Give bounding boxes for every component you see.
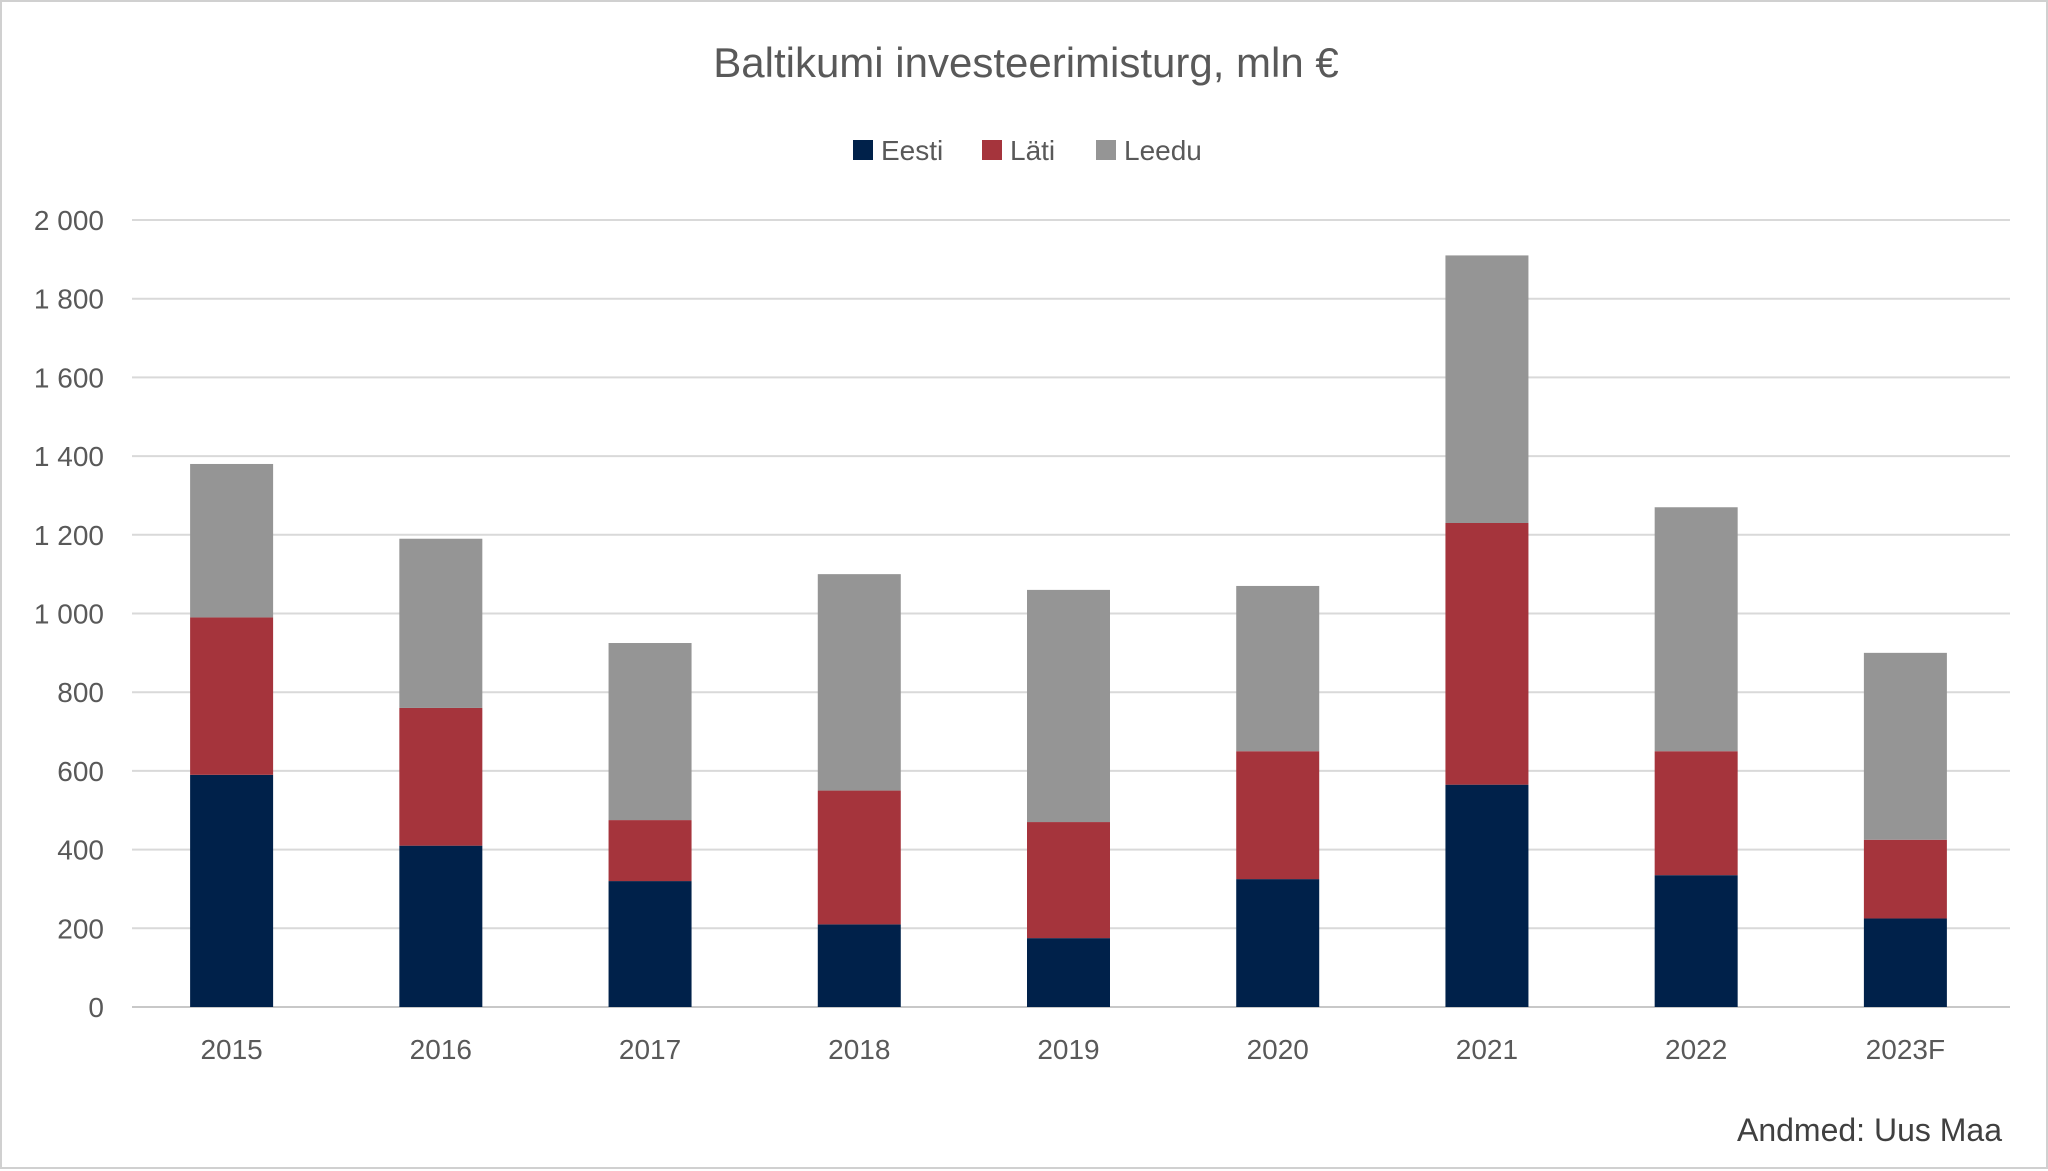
bar-eesti-2017: [608, 881, 692, 1007]
bar-leedu-2017: [608, 643, 692, 821]
bar-leedu-2019: [1027, 589, 1110, 823]
legend-label: Läti: [1010, 135, 1055, 166]
bar-l-ti-2017: [608, 820, 692, 882]
bar-l-ti-2022: [1654, 751, 1738, 876]
legend-swatch: [853, 140, 873, 160]
legend-swatch: [982, 140, 1002, 160]
source-note: Andmed: Uus Maa: [1737, 1112, 2002, 1148]
x-tick-label: 2023F: [1866, 1034, 1945, 1065]
legend: Eesti Läti Leedu: [853, 135, 1202, 166]
y-tick-label: 1 200: [34, 520, 104, 551]
bar-l-ti-2015: [190, 617, 274, 775]
bar-l-ti-2016: [399, 707, 483, 846]
x-tick-label: 2016: [410, 1034, 472, 1065]
bar-eesti-2015: [190, 774, 274, 1007]
bar-l-ti-2021: [1445, 522, 1529, 785]
y-tick-label: 400: [57, 835, 104, 866]
y-axis: 0 200 400 600 800 1 000 1 200 1 400 1 600 1 800 2 …: [34, 205, 104, 1023]
bar-eesti-2022: [1654, 875, 1738, 1007]
x-tick-label: 2018: [828, 1034, 890, 1065]
x-tick-label: 2021: [1456, 1034, 1518, 1065]
y-tick-label: 1 600: [34, 362, 104, 393]
y-tick-label: 2 000: [34, 205, 104, 236]
x-tick-label: 2020: [1247, 1034, 1309, 1065]
bar-l-ti-2019: [1027, 822, 1110, 939]
y-tick-label: 200: [57, 913, 104, 944]
x-tick-label: 2017: [619, 1034, 681, 1065]
bar-eesti-2023f: [1863, 918, 1947, 1007]
y-tick-label: 1 000: [34, 599, 104, 630]
bar-eesti-2020: [1236, 879, 1320, 1007]
bar-leedu-2018: [817, 574, 901, 791]
x-tick-label: 2015: [200, 1034, 262, 1065]
y-tick-label: 800: [57, 677, 104, 708]
y-tick-label: 600: [57, 756, 104, 787]
y-tick-label: 1 800: [34, 284, 104, 315]
y-tick-label: 0: [88, 992, 104, 1023]
bars: [190, 255, 1947, 1007]
bar-leedu-2020: [1236, 585, 1320, 752]
y-tick-label: 1 400: [34, 441, 104, 472]
bar-eesti-2019: [1027, 938, 1110, 1007]
bar-leedu-2023f: [1863, 652, 1947, 840]
bar-eesti-2018: [817, 924, 901, 1007]
bar-leedu-2016: [399, 538, 483, 708]
bar-l-ti-2018: [817, 790, 901, 925]
bar-eesti-2016: [399, 845, 483, 1007]
x-axis: 2015 2016 2017 2018 2019 2020 2021 2022 2023F: [200, 1034, 1945, 1065]
bar-leedu-2015: [190, 463, 274, 618]
x-tick-label: 2019: [1037, 1034, 1099, 1065]
bar-l-ti-2020: [1236, 751, 1320, 880]
chart-title: Baltikumi investeerimisturg, mln €: [713, 39, 1339, 86]
legend-label: Eesti: [881, 135, 943, 166]
bar-eesti-2021: [1445, 784, 1529, 1007]
bar-leedu-2022: [1654, 507, 1738, 752]
bar-leedu-2021: [1445, 255, 1529, 523]
legend-swatch: [1096, 140, 1116, 160]
x-tick-label: 2022: [1665, 1034, 1727, 1065]
legend-label: Leedu: [1124, 135, 1202, 166]
bar-l-ti-2023f: [1863, 839, 1947, 919]
